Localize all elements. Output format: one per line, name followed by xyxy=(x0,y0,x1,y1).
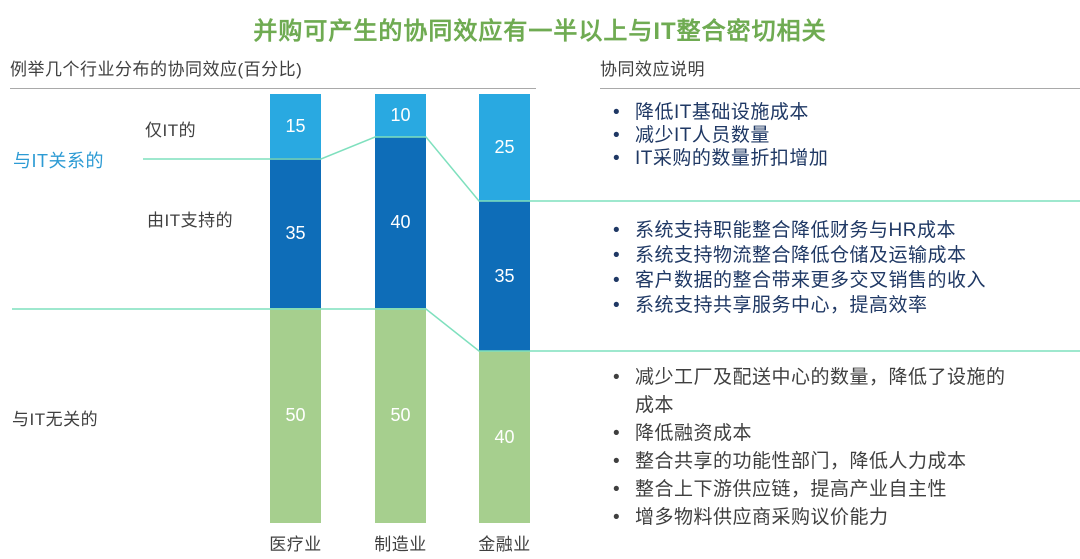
chart-section-header: 例举几个行业分布的协同效应(百分比) xyxy=(10,55,536,89)
bullet-item: 减少IT人员数量 xyxy=(608,124,1068,147)
row-label-it-supported: 由IT支持的 xyxy=(147,211,234,230)
row-label-not-it: 与IT无关的 xyxy=(12,410,99,429)
slide-title: 并购可产生的协同效应有一半以上与IT整合密切相关 xyxy=(253,18,827,45)
bar-segment: 10 xyxy=(375,94,426,137)
bar-segment: 35 xyxy=(479,201,530,352)
chart-section-title: 例举几个行业分布的协同效应(百分比) xyxy=(10,60,303,79)
bullet-item: 降低融资成本 xyxy=(608,420,1024,448)
bar-segment-value: 50 xyxy=(285,405,306,426)
synergy-group-it-only: 降低IT基础设施成本减少IT人员数量IT采购的数量折扣增加 xyxy=(608,101,1068,170)
bullet-item: 系统支持共享服务中心，提高效率 xyxy=(608,293,1068,318)
bar-segment-value: 50 xyxy=(390,405,411,426)
notes-section-title: 协同效应说明 xyxy=(600,60,705,79)
synergy-group-non-it: 减少工厂及配送中心的数量，降低了设施的成本降低融资成本整合共享的功能性部门，降低… xyxy=(608,364,1024,532)
bar-segment: 40 xyxy=(479,351,530,523)
bar-segment-value: 35 xyxy=(494,265,515,286)
bullet-item: 降低IT基础设施成本 xyxy=(608,101,1068,124)
bar-segment: 35 xyxy=(270,158,321,309)
bar-segment: 50 xyxy=(375,308,426,523)
notes-section-header: 协同效应说明 xyxy=(600,55,1080,89)
category-label: 金融业 xyxy=(478,535,531,554)
bullet-item: 系统支持职能整合降低财务与HR成本 xyxy=(608,218,1068,243)
bullet-item: IT采购的数量折扣增加 xyxy=(608,147,1068,170)
bullet-item: 整合上下游供应链，提高产业自主性 xyxy=(608,476,1024,504)
bar-金融业: 25 35 40 xyxy=(479,94,530,523)
category-label: 医疗业 xyxy=(269,535,322,554)
bar-segment: 25 xyxy=(479,94,530,202)
bullet-item: 客户数据的整合带来更多交叉销售的收入 xyxy=(608,268,1068,293)
category-label: 制造业 xyxy=(374,535,427,554)
row-label-it-related: 与IT关系的 xyxy=(13,151,104,171)
bar-segment-value: 40 xyxy=(494,426,515,447)
row-label-only-it: 仅IT的 xyxy=(145,121,197,140)
bar-segment: 50 xyxy=(270,308,321,523)
bar-segment-value: 15 xyxy=(285,115,306,136)
bar-制造业: 10 40 50 xyxy=(375,94,426,523)
bullet-item: 系统支持物流整合降低仓储及运输成本 xyxy=(608,243,1068,268)
synergy-group-it-enabled: 系统支持职能整合降低财务与HR成本系统支持物流整合降低仓储及运输成本客户数据的整… xyxy=(608,218,1068,318)
bar-segment: 15 xyxy=(270,94,321,159)
bullet-item: 减少工厂及配送中心的数量，降低了设施的成本 xyxy=(608,364,1024,420)
bar-医疗业: 15 35 50 xyxy=(270,94,321,523)
bar-segment: 40 xyxy=(375,136,426,309)
bar-segment-value: 40 xyxy=(390,212,411,233)
bullet-item: 增多物料供应商采购议价能力 xyxy=(608,504,1024,532)
bar-segment-value: 10 xyxy=(390,104,411,125)
bullet-item: 整合共享的功能性部门，降低人力成本 xyxy=(608,448,1024,476)
bar-segment-value: 35 xyxy=(285,222,306,243)
bar-segment-value: 25 xyxy=(494,137,515,158)
